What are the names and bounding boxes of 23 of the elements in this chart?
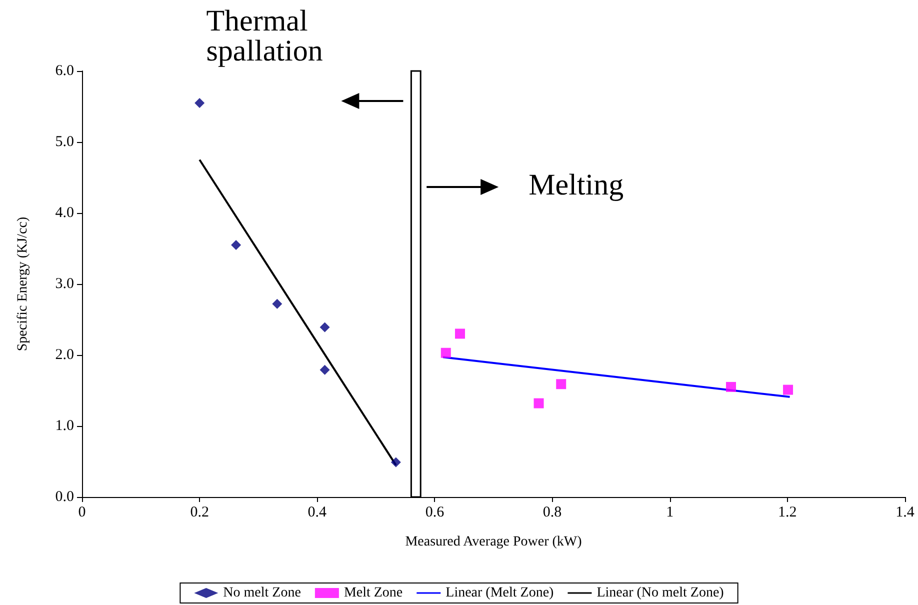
y-tick-label: 5.0 xyxy=(55,134,74,150)
x-tick-label: 0 xyxy=(78,504,86,520)
legend-label: Melt Zone xyxy=(344,586,403,600)
y-axis-title: Specific Energy (KJ/cc) xyxy=(16,216,30,352)
text: Thermal spallation xyxy=(206,4,323,68)
legend-label: No melt Zone xyxy=(223,586,301,600)
y-tick-label: 1.0 xyxy=(55,418,74,434)
y-tick-label: 3.0 xyxy=(55,276,74,292)
y-tick-label: 6.0 xyxy=(55,63,74,79)
x-tick-label: 0.4 xyxy=(308,504,328,520)
legend-label: Linear (Melt Zone) xyxy=(446,586,554,600)
x-tick-label: 0.6 xyxy=(425,504,445,520)
y-tick-label: 0.0 xyxy=(55,489,74,505)
legend-label: Linear (No melt Zone) xyxy=(596,586,724,600)
y-tick-label: 4.0 xyxy=(55,205,74,221)
x-tick-label: 1.4 xyxy=(896,504,915,520)
x-tick-label: 1 xyxy=(666,504,674,520)
x-tick-label: 0.2 xyxy=(190,504,209,520)
annotation: Melting xyxy=(528,168,624,202)
x-axis-title: Measured Average Power (kW) xyxy=(405,534,582,550)
y-tick-label: 2.0 xyxy=(55,347,74,363)
x-tick-label: 0.8 xyxy=(542,504,562,520)
x-tick-label: 1.2 xyxy=(778,504,797,520)
